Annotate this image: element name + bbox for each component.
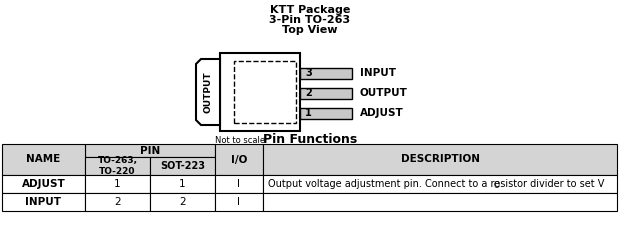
Text: TO-263,
TO-220: TO-263, TO-220	[97, 156, 138, 176]
Bar	[2, 175, 85, 193]
Text: NAME: NAME	[27, 155, 61, 164]
Bar	[234, 61, 296, 123]
Bar	[2, 144, 85, 175]
Bar	[263, 144, 617, 175]
Text: KTT Package: KTT Package	[270, 5, 350, 15]
Polygon shape	[196, 59, 220, 125]
Bar	[263, 175, 617, 193]
Bar	[150, 175, 215, 193]
Text: INPUT: INPUT	[25, 197, 61, 207]
Bar	[2, 193, 85, 211]
Bar	[300, 67, 352, 79]
Bar	[215, 144, 263, 175]
Bar	[85, 175, 150, 193]
Text: ADJUST: ADJUST	[22, 179, 65, 189]
Text: PIN: PIN	[140, 146, 160, 155]
Text: I: I	[237, 179, 241, 189]
Text: I: I	[237, 197, 241, 207]
Bar	[220, 53, 300, 131]
Text: Pin Functions: Pin Functions	[263, 133, 357, 146]
Text: Not to scale: Not to scale	[215, 136, 265, 145]
Text: I/O: I/O	[231, 155, 247, 164]
Bar	[85, 193, 150, 211]
Text: 3: 3	[305, 68, 312, 78]
Text: 2: 2	[305, 88, 312, 98]
Bar	[85, 157, 150, 175]
Bar	[263, 193, 617, 211]
Text: O: O	[494, 181, 500, 190]
Text: 2: 2	[179, 197, 186, 207]
Text: 2: 2	[114, 197, 121, 207]
Bar	[300, 88, 352, 98]
Bar	[150, 157, 215, 175]
Text: 3-Pin TO-263: 3-Pin TO-263	[270, 15, 350, 25]
Bar	[215, 193, 263, 211]
Bar	[300, 107, 352, 119]
Text: OUTPUT: OUTPUT	[203, 71, 213, 113]
Text: 1: 1	[179, 179, 186, 189]
Text: 1: 1	[114, 179, 121, 189]
Text: Top View: Top View	[282, 25, 338, 35]
Text: OUTPUT: OUTPUT	[360, 88, 408, 98]
Bar	[85, 144, 215, 157]
Text: Output voltage adjustment pin. Connect to a resistor divider to set V: Output voltage adjustment pin. Connect t…	[268, 179, 604, 189]
Text: 1: 1	[305, 108, 312, 118]
Text: SOT-223: SOT-223	[160, 161, 205, 171]
Text: DESCRIPTION: DESCRIPTION	[401, 155, 479, 164]
Text: INPUT: INPUT	[360, 68, 396, 78]
Bar	[215, 175, 263, 193]
Text: ADJUST: ADJUST	[360, 108, 404, 118]
Bar	[150, 193, 215, 211]
